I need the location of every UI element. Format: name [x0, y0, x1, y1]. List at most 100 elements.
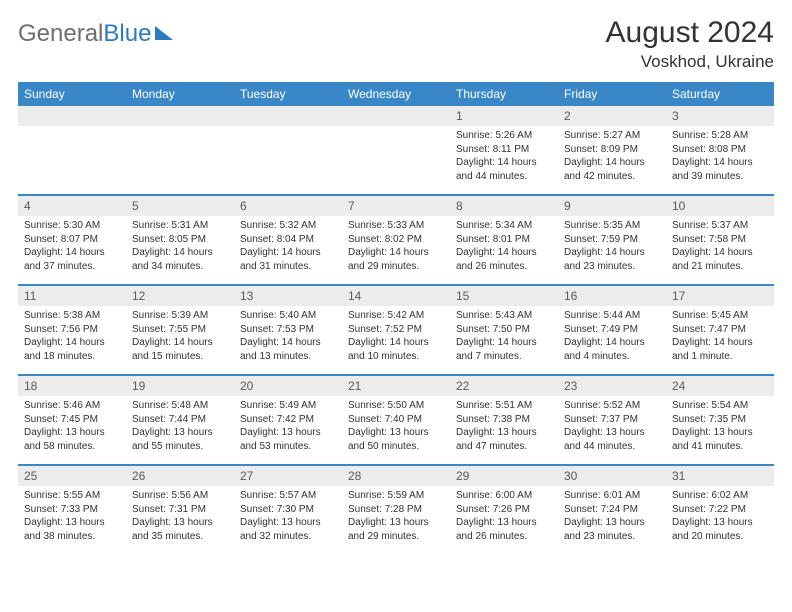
title-block: August 2024 Voskhod, Ukraine — [606, 16, 774, 72]
date-number: 25 — [18, 466, 126, 486]
calendar-cell: 9Sunrise: 5:35 AMSunset: 7:59 PMDaylight… — [558, 196, 666, 284]
cell-body: Sunrise: 5:56 AMSunset: 7:31 PMDaylight:… — [126, 486, 234, 547]
calendar-cell: 10Sunrise: 5:37 AMSunset: 7:58 PMDayligh… — [666, 196, 774, 284]
calendar-week: 11Sunrise: 5:38 AMSunset: 7:56 PMDayligh… — [18, 284, 774, 374]
cell-line: Daylight: 13 hours — [132, 516, 228, 530]
cell-line: Daylight: 14 hours — [132, 246, 228, 260]
cell-body: Sunrise: 5:28 AMSunset: 8:08 PMDaylight:… — [666, 126, 774, 187]
cell-line: Sunrise: 5:59 AM — [348, 489, 444, 503]
cell-line: Daylight: 14 hours — [456, 336, 552, 350]
cell-line: Daylight: 13 hours — [456, 516, 552, 530]
cell-line: and 20 minutes. — [672, 530, 768, 544]
date-number: 30 — [558, 466, 666, 486]
calendar-grid: SundayMondayTuesdayWednesdayThursdayFrid… — [18, 82, 774, 554]
cell-body: Sunrise: 5:54 AMSunset: 7:35 PMDaylight:… — [666, 396, 774, 457]
cell-line: Sunset: 7:26 PM — [456, 503, 552, 517]
date-number: 20 — [234, 376, 342, 396]
cell-line: Sunrise: 5:49 AM — [240, 399, 336, 413]
date-number — [234, 106, 342, 126]
cell-line: Daylight: 14 hours — [564, 156, 660, 170]
calendar-weeks: 1Sunrise: 5:26 AMSunset: 8:11 PMDaylight… — [18, 106, 774, 554]
calendar-cell: 13Sunrise: 5:40 AMSunset: 7:53 PMDayligh… — [234, 286, 342, 374]
cell-body: Sunrise: 5:35 AMSunset: 7:59 PMDaylight:… — [558, 216, 666, 277]
cell-line: and 13 minutes. — [240, 350, 336, 364]
date-number — [126, 106, 234, 126]
day-header: Saturday — [666, 82, 774, 106]
cell-line: Sunset: 7:37 PM — [564, 413, 660, 427]
cell-line: and 39 minutes. — [672, 170, 768, 184]
cell-line: and 23 minutes. — [564, 530, 660, 544]
logo-triangle-icon — [155, 26, 173, 40]
cell-body: Sunrise: 5:26 AMSunset: 8:11 PMDaylight:… — [450, 126, 558, 187]
calendar-cell: 25Sunrise: 5:55 AMSunset: 7:33 PMDayligh… — [18, 466, 126, 554]
date-number: 13 — [234, 286, 342, 306]
date-number: 11 — [18, 286, 126, 306]
day-header: Wednesday — [342, 82, 450, 106]
date-number: 3 — [666, 106, 774, 126]
cell-line: and 32 minutes. — [240, 530, 336, 544]
calendar-cell: 31Sunrise: 6:02 AMSunset: 7:22 PMDayligh… — [666, 466, 774, 554]
cell-line: Daylight: 13 hours — [132, 426, 228, 440]
cell-line: Daylight: 13 hours — [348, 516, 444, 530]
cell-line: and 29 minutes. — [348, 530, 444, 544]
cell-line: Sunrise: 6:00 AM — [456, 489, 552, 503]
calendar-cell: 5Sunrise: 5:31 AMSunset: 8:05 PMDaylight… — [126, 196, 234, 284]
cell-line: and 53 minutes. — [240, 440, 336, 454]
cell-body: Sunrise: 5:42 AMSunset: 7:52 PMDaylight:… — [342, 306, 450, 367]
cell-line: and 35 minutes. — [132, 530, 228, 544]
cell-line: Sunset: 8:08 PM — [672, 143, 768, 157]
date-number: 18 — [18, 376, 126, 396]
cell-line: Daylight: 14 hours — [132, 336, 228, 350]
calendar-week: 1Sunrise: 5:26 AMSunset: 8:11 PMDaylight… — [18, 106, 774, 194]
calendar-cell: 26Sunrise: 5:56 AMSunset: 7:31 PMDayligh… — [126, 466, 234, 554]
calendar-cell: 12Sunrise: 5:39 AMSunset: 7:55 PMDayligh… — [126, 286, 234, 374]
cell-body: Sunrise: 5:49 AMSunset: 7:42 PMDaylight:… — [234, 396, 342, 457]
cell-body: Sunrise: 5:33 AMSunset: 8:02 PMDaylight:… — [342, 216, 450, 277]
cell-body: Sunrise: 5:50 AMSunset: 7:40 PMDaylight:… — [342, 396, 450, 457]
cell-line: and 50 minutes. — [348, 440, 444, 454]
cell-line: Sunset: 7:55 PM — [132, 323, 228, 337]
calendar-cell: 28Sunrise: 5:59 AMSunset: 7:28 PMDayligh… — [342, 466, 450, 554]
logo-text: GeneralBlue — [18, 20, 151, 48]
cell-line: Daylight: 14 hours — [564, 246, 660, 260]
cell-line: Sunset: 7:35 PM — [672, 413, 768, 427]
calendar-cell: 17Sunrise: 5:45 AMSunset: 7:47 PMDayligh… — [666, 286, 774, 374]
cell-line: Sunrise: 6:01 AM — [564, 489, 660, 503]
date-number: 26 — [126, 466, 234, 486]
cell-line: Sunrise: 5:55 AM — [24, 489, 120, 503]
cell-line: Sunset: 7:40 PM — [348, 413, 444, 427]
cell-line: Sunrise: 5:48 AM — [132, 399, 228, 413]
cell-line: Daylight: 14 hours — [240, 336, 336, 350]
date-number: 14 — [342, 286, 450, 306]
cell-line: Sunrise: 5:31 AM — [132, 219, 228, 233]
day-header: Thursday — [450, 82, 558, 106]
cell-line: Sunrise: 5:51 AM — [456, 399, 552, 413]
cell-line: and 44 minutes. — [456, 170, 552, 184]
cell-line: Sunrise: 5:38 AM — [24, 309, 120, 323]
cell-body: Sunrise: 5:51 AMSunset: 7:38 PMDaylight:… — [450, 396, 558, 457]
cell-line: Sunrise: 5:57 AM — [240, 489, 336, 503]
day-headers-row: SundayMondayTuesdayWednesdayThursdayFrid… — [18, 82, 774, 106]
cell-line: Sunrise: 5:37 AM — [672, 219, 768, 233]
date-number: 22 — [450, 376, 558, 396]
cell-line: Sunrise: 5:26 AM — [456, 129, 552, 143]
cell-line: Daylight: 14 hours — [672, 246, 768, 260]
cell-body: Sunrise: 5:52 AMSunset: 7:37 PMDaylight:… — [558, 396, 666, 457]
day-header: Sunday — [18, 82, 126, 106]
cell-line: and 47 minutes. — [456, 440, 552, 454]
calendar-cell: 16Sunrise: 5:44 AMSunset: 7:49 PMDayligh… — [558, 286, 666, 374]
cell-line: and 15 minutes. — [132, 350, 228, 364]
location-label: Voskhod, Ukraine — [606, 52, 774, 72]
cell-line: Daylight: 13 hours — [672, 426, 768, 440]
cell-body: Sunrise: 6:01 AMSunset: 7:24 PMDaylight:… — [558, 486, 666, 547]
date-number: 7 — [342, 196, 450, 216]
cell-line: Daylight: 13 hours — [240, 516, 336, 530]
cell-line: Sunrise: 5:56 AM — [132, 489, 228, 503]
date-number: 4 — [18, 196, 126, 216]
cell-line: Sunset: 7:53 PM — [240, 323, 336, 337]
cell-line: Sunset: 7:44 PM — [132, 413, 228, 427]
cell-body: Sunrise: 5:27 AMSunset: 8:09 PMDaylight:… — [558, 126, 666, 187]
page-header: GeneralBlue August 2024 Voskhod, Ukraine — [18, 16, 774, 72]
date-number: 28 — [342, 466, 450, 486]
cell-line: Daylight: 13 hours — [456, 426, 552, 440]
